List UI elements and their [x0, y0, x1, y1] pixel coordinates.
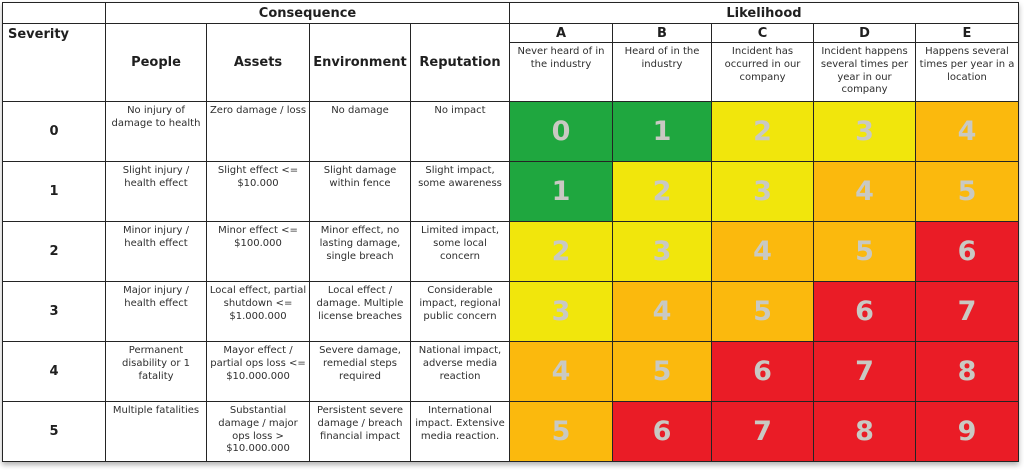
reputation-cell: Limited impact, some local concern	[410, 221, 510, 282]
column-header-people: People	[105, 23, 207, 102]
reputation-cell: International impact. Extensive media re…	[410, 401, 510, 462]
column-header-assets: Assets	[206, 23, 310, 102]
risk-cell-0-b: 1	[612, 101, 712, 162]
likelihood-group-header: Likelihood	[509, 2, 1019, 24]
severity-value: 3	[2, 281, 106, 342]
risk-cell-5-b: 6	[612, 401, 712, 462]
people-cell: No injury of damage to health	[105, 101, 207, 162]
likelihood-description-a: Never heard of in the industry	[509, 42, 613, 102]
environment-cell: Minor effect, no lasting damage, single …	[309, 221, 411, 282]
risk-cell-0-d: 3	[813, 101, 916, 162]
people-cell: Permanent disability or 1 fatality	[105, 341, 207, 402]
column-header-reputation: Reputation	[410, 23, 510, 102]
severity-value: 1	[2, 161, 106, 222]
likelihood-header-b: B	[612, 23, 712, 43]
risk-cell-2-a: 2	[509, 221, 613, 282]
risk-cell-4-e: 8	[915, 341, 1019, 402]
severity-value: 4	[2, 341, 106, 402]
risk-cell-3-d: 6	[813, 281, 916, 342]
risk-cell-5-d: 8	[813, 401, 916, 462]
reputation-cell: Considerable impact, regional public con…	[410, 281, 510, 342]
risk-cell-5-e: 9	[915, 401, 1019, 462]
risk-cell-2-c: 4	[711, 221, 814, 282]
risk-cell-1-d: 4	[813, 161, 916, 222]
risk-cell-5-a: 5	[509, 401, 613, 462]
assets-cell: Local effect, partial shutdown <= $1.000…	[206, 281, 310, 342]
people-cell: Minor injury / health effect	[105, 221, 207, 282]
environment-cell: Local effect / damage. Multiple license …	[309, 281, 411, 342]
severity-column-header: Severity	[2, 23, 106, 102]
risk-cell-2-d: 5	[813, 221, 916, 282]
people-cell: Major injury / health effect	[105, 281, 207, 342]
risk-cell-1-e: 5	[915, 161, 1019, 222]
likelihood-description-d: Incident happens several times per year …	[813, 42, 916, 102]
environment-cell: No damage	[309, 101, 411, 162]
assets-cell: Slight effect <= $10.000	[206, 161, 310, 222]
corner-cell	[2, 2, 106, 24]
risk-cell-0-c: 2	[711, 101, 814, 162]
risk-cell-1-a: 1	[509, 161, 613, 222]
risk-cell-5-c: 7	[711, 401, 814, 462]
risk-cell-0-a: 0	[509, 101, 613, 162]
column-header-row: Severity People Assets Environment Reput…	[2, 23, 1019, 102]
severity-row-1: 1 Slight injury / health effect Slight e…	[2, 161, 1019, 222]
assets-cell: Mayor effect / partial ops loss <= $10.0…	[206, 341, 310, 402]
reputation-cell: Slight impact, some awareness	[410, 161, 510, 222]
likelihood-header-d: D	[813, 23, 916, 43]
assets-cell: Zero damage / loss	[206, 101, 310, 162]
severity-row-0: 0 No injury of damage to health Zero dam…	[2, 101, 1019, 162]
severity-row-4: 4 Permanent disability or 1 fatality May…	[2, 341, 1019, 402]
severity-value: 0	[2, 101, 106, 162]
reputation-cell: National impact, adverse media reaction	[410, 341, 510, 402]
risk-cell-4-b: 5	[612, 341, 712, 402]
risk-cell-3-c: 5	[711, 281, 814, 342]
risk-cell-1-c: 3	[711, 161, 814, 222]
risk-assessment-matrix: Consequence Likelihood Severity People A…	[2, 2, 1019, 462]
assets-cell: Minor effect <= $100.000	[206, 221, 310, 282]
risk-cell-3-e: 7	[915, 281, 1019, 342]
group-header-row: Consequence Likelihood	[2, 2, 1019, 24]
severity-row-5: 5 Multiple fatalities Substantial damage…	[2, 401, 1019, 462]
likelihood-header-a: A	[509, 23, 613, 43]
likelihood-description-b: Heard of in the industry	[612, 42, 712, 102]
environment-cell: Severe damage, remedial steps required	[309, 341, 411, 402]
people-cell: Slight injury / health effect	[105, 161, 207, 222]
risk-cell-4-d: 7	[813, 341, 916, 402]
likelihood-description-c: Incident has occurred in our company	[711, 42, 814, 102]
risk-cell-4-c: 6	[711, 341, 814, 402]
severity-row-2: 2 Minor injury / health effect Minor eff…	[2, 221, 1019, 282]
consequence-group-header: Consequence	[105, 2, 510, 24]
column-header-environment: Environment	[309, 23, 411, 102]
risk-cell-0-e: 4	[915, 101, 1019, 162]
likelihood-description-row: Never heard of in the industry Heard of …	[3, 42, 1019, 102]
likelihood-header-c: C	[711, 23, 814, 43]
severity-row-3: 3 Major injury / health effect Local eff…	[2, 281, 1019, 342]
likelihood-description-e: Happens several times per year in a loca…	[915, 42, 1019, 102]
risk-cell-2-e: 6	[915, 221, 1019, 282]
risk-cell-4-a: 4	[509, 341, 613, 402]
risk-cell-1-b: 2	[612, 161, 712, 222]
reputation-cell: No impact	[410, 101, 510, 162]
assets-cell: Substantial damage / major ops loss > $1…	[206, 401, 310, 462]
risk-cell-2-b: 3	[612, 221, 712, 282]
environment-cell: Slight damage within fence	[309, 161, 411, 222]
risk-cell-3-b: 4	[612, 281, 712, 342]
likelihood-header-e: E	[915, 23, 1019, 43]
people-cell: Multiple fatalities	[105, 401, 207, 462]
risk-cell-3-a: 3	[509, 281, 613, 342]
environment-cell: Persistent severe damage / breach financ…	[309, 401, 411, 462]
severity-value: 5	[2, 401, 106, 462]
severity-value: 2	[2, 221, 106, 282]
